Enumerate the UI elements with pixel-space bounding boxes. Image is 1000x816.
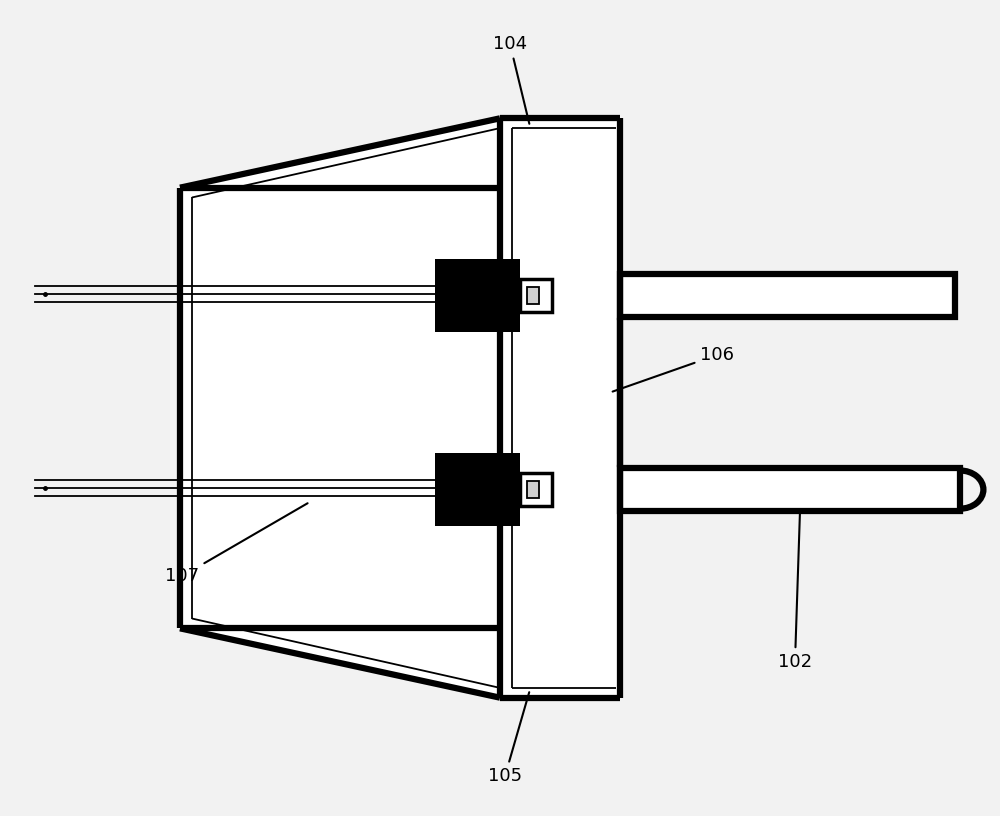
Bar xyxy=(500,118,620,698)
Bar xyxy=(520,473,552,506)
Polygon shape xyxy=(180,628,620,698)
Bar xyxy=(435,453,520,526)
Bar xyxy=(527,481,539,498)
Text: 106: 106 xyxy=(613,346,734,392)
Bar xyxy=(180,188,500,628)
Polygon shape xyxy=(180,118,620,188)
Bar xyxy=(527,287,539,304)
Bar xyxy=(620,468,960,511)
Text: 105: 105 xyxy=(488,692,529,785)
Bar xyxy=(620,274,955,317)
Text: 104: 104 xyxy=(493,35,529,124)
Text: 102: 102 xyxy=(778,513,812,671)
Bar xyxy=(435,259,520,332)
Bar xyxy=(520,279,552,312)
Text: 107: 107 xyxy=(165,503,308,585)
